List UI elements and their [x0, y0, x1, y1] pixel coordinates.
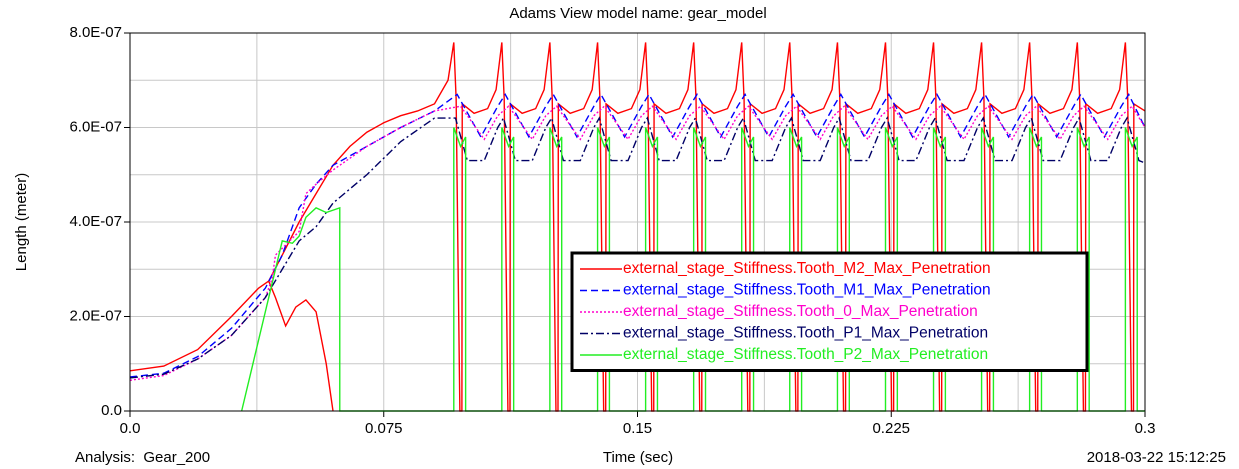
y-tick-label: 6.0E-07 [69, 118, 122, 135]
y-tick-label: 4.0E-07 [69, 213, 122, 230]
legend-label: external_stage_Stiffness.Tooth_P1_Max_Pe… [623, 325, 988, 342]
legend-label: external_stage_Stiffness.Tooth_0_Max_Pen… [623, 303, 978, 320]
x-axis-label: Time (sec) [603, 449, 673, 466]
y-tick-label: 8.0E-07 [69, 24, 122, 41]
series-line [130, 116, 1145, 379]
legend-box [570, 251, 1089, 372]
legend-label: external_stage_Stiffness.Tooth_P2_Max_Pe… [623, 346, 988, 363]
plot-frame [129, 32, 1146, 412]
x-tick-label: 0.225 [872, 420, 910, 437]
x-tick-label: 0.15 [623, 420, 652, 437]
analysis-label: Analysis: Gear_200 [75, 449, 210, 466]
series-line [130, 105, 1145, 381]
y-tick-label: 2.0E-07 [69, 307, 122, 324]
x-tick-label: 0.0 [120, 420, 141, 437]
y-tick-label: 0.0 [101, 402, 122, 419]
y-axis-label: Length (meter) [13, 173, 30, 271]
x-tick-label: 0.3 [1135, 420, 1156, 437]
chart-title: Adams View model name: gear_model [509, 5, 766, 22]
timestamp: 2018-03-22 15:12:25 [1087, 449, 1226, 466]
legend-label: external_stage_Stiffness.Tooth_M1_Max_Pe… [623, 282, 991, 299]
x-tick-label: 0.075 [365, 420, 403, 437]
legend-label: external_stage_Stiffness.Tooth_M2_Max_Pe… [623, 260, 991, 277]
